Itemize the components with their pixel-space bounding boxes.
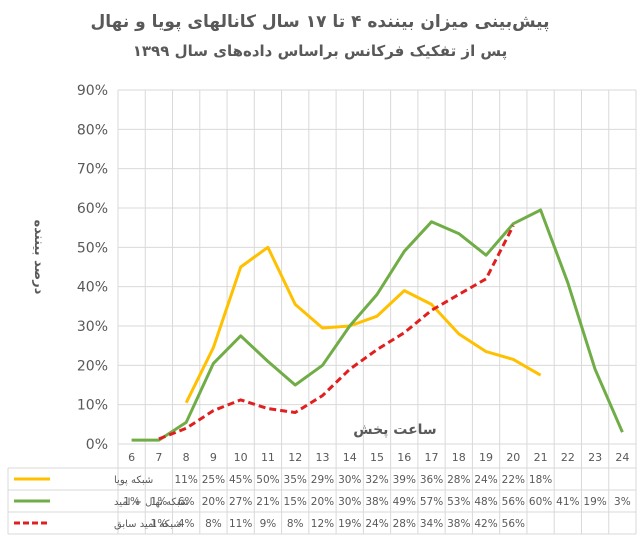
table-cell: 4% xyxy=(178,518,195,530)
y-tick-label: 10% xyxy=(77,398,108,414)
table-cell: 19% xyxy=(583,496,606,508)
table-cell: 8% xyxy=(287,518,304,530)
table-cell: 30% xyxy=(338,474,361,486)
x-tick-label: 11 xyxy=(261,451,275,464)
table-cell: 30% xyxy=(338,496,361,508)
table-cell: 56% xyxy=(502,518,525,530)
table-cell: 50% xyxy=(256,474,279,486)
y-axis-label: درصد بیننده xyxy=(31,220,46,295)
y-tick-label: 80% xyxy=(77,122,108,138)
table-cell: 32% xyxy=(365,474,388,486)
table-cell: 45% xyxy=(229,474,252,486)
table-cell: 19% xyxy=(338,518,361,530)
table-cell: 53% xyxy=(447,496,470,508)
y-tick-label: 0% xyxy=(86,437,108,453)
table-cell: 39% xyxy=(393,474,416,486)
table-cell: 42% xyxy=(474,518,497,530)
table-cell: 20% xyxy=(311,496,334,508)
y-tick-label: 50% xyxy=(77,240,108,256)
x-tick-label: 10 xyxy=(234,451,248,464)
y-tick-label: 90% xyxy=(77,83,108,99)
legend-label: شبکه پویا xyxy=(114,475,153,486)
chart-title: پیش‌بینی میزان بیننده ۴ تا ۱۷ سال کاناله… xyxy=(90,12,550,32)
table-cell: 48% xyxy=(474,496,497,508)
table-cell: 24% xyxy=(474,474,497,486)
table-cell: 28% xyxy=(393,518,416,530)
x-tick-label: 20 xyxy=(506,451,520,464)
x-tick-label: 19 xyxy=(479,451,493,464)
table-cell: 12% xyxy=(311,518,334,530)
table-cell: 8% xyxy=(205,518,222,530)
x-tick-label: 13 xyxy=(315,451,329,464)
x-tick-label: 24 xyxy=(615,451,629,464)
table-cell: 1% xyxy=(123,496,140,508)
table-cell: 57% xyxy=(420,496,443,508)
x-tick-label: 17 xyxy=(425,451,439,464)
x-tick-label: 6 xyxy=(128,451,135,464)
x-tick-label: 9 xyxy=(210,451,217,464)
x-axis-label: ساعت پخش xyxy=(353,422,436,438)
series-line xyxy=(158,225,515,441)
series-line xyxy=(184,245,542,404)
table-cell: 15% xyxy=(284,496,307,508)
table-cell: 27% xyxy=(229,496,252,508)
table-cell: 21% xyxy=(256,496,279,508)
table-cell: 36% xyxy=(420,474,443,486)
legend-label: شبکه نهال + امید xyxy=(114,497,188,508)
table-cell: 11% xyxy=(229,518,252,530)
table-cell: 11% xyxy=(174,474,197,486)
table-cell: 49% xyxy=(393,496,416,508)
y-tick-label: 20% xyxy=(77,358,108,374)
table-cell: 24% xyxy=(365,518,388,530)
table-cell: 22% xyxy=(502,474,525,486)
x-tick-label: 8 xyxy=(183,451,190,464)
table-cell: 29% xyxy=(311,474,334,486)
y-tick-label: 30% xyxy=(77,319,108,335)
y-tick-label: 70% xyxy=(77,162,108,178)
y-tick-label: 40% xyxy=(77,280,108,296)
x-tick-label: 7 xyxy=(155,451,162,464)
x-tick-label: 15 xyxy=(370,451,384,464)
table-cell: 3% xyxy=(614,496,631,508)
x-tick-label: 23 xyxy=(588,451,602,464)
table-cell: 9% xyxy=(260,518,277,530)
table-cell: 35% xyxy=(284,474,307,486)
x-tick-label: 16 xyxy=(397,451,411,464)
y-tick-label: 60% xyxy=(77,201,108,217)
table-cell: 25% xyxy=(202,474,225,486)
chart-subtitle: پس از تفکیک فرکانس براساس داده‌های سال ۱… xyxy=(132,42,508,60)
x-tick-label: 12 xyxy=(288,451,302,464)
table-cell: 38% xyxy=(365,496,388,508)
table-cell: 41% xyxy=(556,496,579,508)
x-tick-label: 18 xyxy=(452,451,466,464)
legend-label: شبکه امید سابق xyxy=(114,519,182,530)
table-cell: 1% xyxy=(151,496,168,508)
table-cell: 6% xyxy=(178,496,195,508)
x-tick-label: 22 xyxy=(561,451,575,464)
x-tick-label: 21 xyxy=(534,451,548,464)
table-cell: 28% xyxy=(447,474,470,486)
table-cell: 1% xyxy=(151,518,168,530)
table-cell: 34% xyxy=(420,518,443,530)
table-cell: 60% xyxy=(529,496,552,508)
table-cell: 56% xyxy=(502,496,525,508)
table-cell: 18% xyxy=(529,474,552,486)
series-line xyxy=(131,208,624,442)
x-tick-label: 14 xyxy=(343,451,357,464)
table-cell: 38% xyxy=(447,518,470,530)
table-cell: 20% xyxy=(202,496,225,508)
